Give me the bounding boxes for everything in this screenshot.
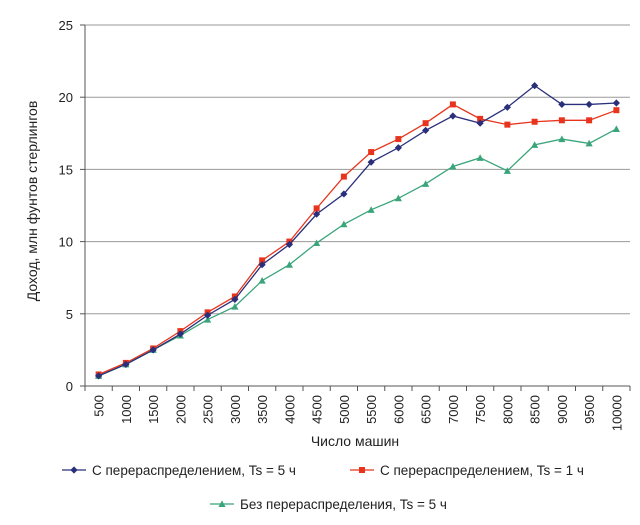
- data-point: [367, 158, 375, 166]
- data-point: [585, 139, 593, 147]
- data-point: [204, 311, 212, 319]
- x-tick-label: 9000: [555, 395, 570, 424]
- legend-label: С перераспределением, Ts = 5 ч: [92, 463, 296, 478]
- y-axis-label: Доход, млн фунтов стерлингов: [24, 101, 40, 302]
- x-tick-label: 4000: [282, 395, 297, 424]
- axes: [80, 24, 631, 391]
- x-tick-label: 9500: [582, 395, 597, 424]
- data-point: [504, 121, 511, 128]
- data-point: [258, 261, 266, 269]
- data-point: [394, 144, 402, 152]
- x-tick-label: 3500: [255, 395, 270, 424]
- data-point: [558, 135, 566, 143]
- x-tick-label: 2500: [201, 395, 216, 424]
- data-point: [476, 119, 484, 127]
- x-tick-label: 3000: [228, 395, 243, 424]
- x-tick-label: 5500: [364, 395, 379, 424]
- series-lines: [95, 82, 620, 380]
- legend-label: Без перераспределения, Ts = 5 ч: [240, 497, 447, 512]
- data-point: [122, 360, 130, 368]
- data-point: [285, 261, 293, 268]
- y-tick-label: 20: [59, 90, 73, 105]
- data-point: [449, 101, 456, 108]
- data-point: [558, 117, 565, 124]
- data-point: [340, 190, 348, 198]
- x-tick-label: 5000: [337, 395, 352, 424]
- data-point: [612, 99, 620, 107]
- data-point: [367, 206, 375, 213]
- y-tick-label: 5: [66, 307, 73, 322]
- data-point: [313, 239, 321, 247]
- data-point: [612, 125, 620, 132]
- data-point: [395, 136, 402, 143]
- y-tick-labels: 0 5 10 15 20 25: [59, 18, 73, 394]
- data-point: [503, 103, 511, 111]
- y-tick-label: 25: [59, 18, 73, 33]
- series-line: [98, 84, 617, 377]
- x-tick-label: 8500: [528, 395, 543, 424]
- legend-item: С перераспределением, Ts = 1 ч: [350, 463, 584, 478]
- data-point: [359, 467, 365, 473]
- data-point: [258, 276, 266, 284]
- x-tick-label: 4500: [310, 395, 325, 424]
- data-point: [204, 315, 212, 323]
- x-tick-label: 2000: [173, 395, 188, 424]
- data-point: [259, 257, 266, 264]
- legend: С перераспределением, Ts = 5 ч С перерасп…: [62, 463, 584, 512]
- y-tick-label: 15: [59, 162, 73, 177]
- x-tick-label: 6000: [391, 395, 406, 424]
- series-line: [98, 128, 617, 377]
- x-tick-label: 1500: [146, 395, 161, 424]
- data-point: [422, 120, 429, 127]
- data-point: [70, 466, 78, 474]
- data-point: [531, 141, 539, 148]
- data-point: [95, 372, 103, 380]
- data-point: [231, 295, 239, 303]
- grid-lines: [85, 24, 630, 315]
- x-tick-label: 10000: [609, 395, 624, 431]
- x-axis-label: Число машин: [311, 433, 399, 449]
- data-point: [422, 126, 430, 135]
- data-point: [176, 330, 184, 338]
- series-line: [98, 103, 617, 376]
- x-tick-label: 8000: [500, 395, 515, 424]
- data-point: [285, 240, 293, 249]
- data-point: [149, 346, 157, 354]
- y-tick-label: 0: [66, 379, 73, 394]
- x-tick-label: 1000: [119, 395, 134, 424]
- data-point: [368, 149, 375, 156]
- data-point: [585, 100, 593, 109]
- y-tick-label: 10: [59, 235, 73, 250]
- legend-item: С перераспределением, Ts = 5 ч: [62, 463, 296, 478]
- data-point: [449, 162, 457, 170]
- data-point: [531, 82, 539, 90]
- data-point: [477, 115, 484, 122]
- data-point: [476, 154, 484, 161]
- legend-label: С перераспределением, Ts = 1 ч: [380, 463, 584, 478]
- data-point: [531, 118, 538, 125]
- x-tick-label: 7000: [446, 395, 461, 424]
- x-tick-labels: 500 1000 1500 2000 2500 3000 3500 4000 4500 5000 5…: [92, 395, 625, 431]
- x-tick-label: 500: [92, 395, 107, 417]
- data-point: [394, 194, 402, 202]
- data-point: [503, 167, 511, 174]
- data-point: [218, 500, 226, 507]
- x-tick-label: 7500: [473, 395, 488, 424]
- data-point: [340, 173, 347, 180]
- series-3: [95, 125, 620, 379]
- data-point: [613, 107, 620, 114]
- data-point: [313, 205, 320, 212]
- data-point: [422, 180, 430, 187]
- data-point: [313, 210, 321, 218]
- data-point: [231, 302, 239, 310]
- data-point: [558, 100, 566, 109]
- series-2: [95, 101, 620, 378]
- x-tick-label: 6500: [419, 395, 434, 424]
- data-point: [340, 220, 348, 228]
- data-point: [586, 117, 593, 124]
- series-1: [95, 82, 620, 380]
- legend-item: Без перераспределения, Ts = 5 ч: [210, 497, 447, 512]
- data-point: [449, 112, 457, 120]
